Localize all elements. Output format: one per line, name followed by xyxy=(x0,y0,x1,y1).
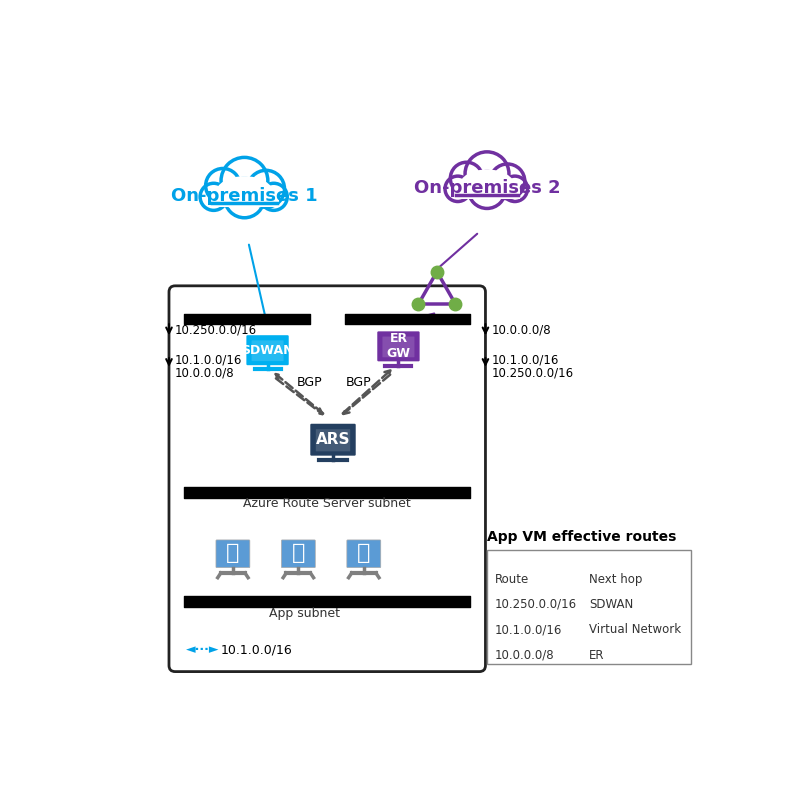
Text: App VM effective routes: App VM effective routes xyxy=(487,530,676,544)
FancyBboxPatch shape xyxy=(169,286,486,672)
FancyBboxPatch shape xyxy=(316,430,350,451)
Text: On-premises 1: On-premises 1 xyxy=(171,186,318,205)
Text: ⬜: ⬜ xyxy=(357,543,370,563)
Text: 10.1.0.0/16: 10.1.0.0/16 xyxy=(492,353,559,367)
Text: Route: Route xyxy=(494,572,529,586)
Text: ER
GW: ER GW xyxy=(386,332,410,360)
Text: 10.250.0.0/16: 10.250.0.0/16 xyxy=(494,598,577,611)
Text: ARS: ARS xyxy=(316,432,350,447)
Text: Virtual Network: Virtual Network xyxy=(589,623,681,636)
Circle shape xyxy=(490,164,525,198)
Circle shape xyxy=(225,179,264,218)
Text: ⬜: ⬜ xyxy=(226,543,239,563)
FancyBboxPatch shape xyxy=(487,550,691,664)
Circle shape xyxy=(247,171,285,207)
Ellipse shape xyxy=(459,170,514,201)
Ellipse shape xyxy=(215,176,274,210)
Circle shape xyxy=(200,183,227,210)
Text: ◄···►: ◄···► xyxy=(186,643,219,657)
FancyBboxPatch shape xyxy=(310,424,356,456)
FancyBboxPatch shape xyxy=(378,332,420,361)
FancyBboxPatch shape xyxy=(282,540,315,567)
Text: Next hop: Next hop xyxy=(589,572,642,586)
FancyBboxPatch shape xyxy=(382,336,414,357)
Text: SDWAN: SDWAN xyxy=(589,598,634,611)
Circle shape xyxy=(450,163,482,194)
Text: App subnet: App subnet xyxy=(269,607,340,619)
Text: 10.0.0.0/8: 10.0.0.0/8 xyxy=(175,367,234,379)
Circle shape xyxy=(502,176,527,202)
Text: 10.1.0.0/16: 10.1.0.0/16 xyxy=(175,353,242,367)
Text: BGP: BGP xyxy=(297,376,322,389)
Text: 10.1.0.0/16: 10.1.0.0/16 xyxy=(494,623,562,636)
Text: 10.0.0.0/8: 10.0.0.0/8 xyxy=(492,324,551,336)
Text: 10.250.0.0/16: 10.250.0.0/16 xyxy=(175,324,258,336)
Circle shape xyxy=(445,176,470,202)
FancyBboxPatch shape xyxy=(347,540,381,567)
FancyBboxPatch shape xyxy=(216,540,250,567)
Text: 10.1.0.0/16: 10.1.0.0/16 xyxy=(221,643,292,657)
FancyBboxPatch shape xyxy=(246,336,289,365)
Text: On-premises 2: On-premises 2 xyxy=(414,179,560,197)
Text: ER: ER xyxy=(589,649,605,662)
Bar xyxy=(454,186,520,198)
Text: Azure Route Server subnet: Azure Route Server subnet xyxy=(243,497,411,510)
FancyBboxPatch shape xyxy=(251,340,283,361)
Circle shape xyxy=(465,152,509,196)
Circle shape xyxy=(206,168,240,203)
Text: 10.0.0.0/8: 10.0.0.0/8 xyxy=(494,649,554,662)
Circle shape xyxy=(469,171,506,209)
Circle shape xyxy=(260,183,287,210)
Text: ⬜: ⬜ xyxy=(292,543,305,563)
Bar xyxy=(210,194,279,207)
Circle shape xyxy=(221,157,268,204)
Text: BGP: BGP xyxy=(346,376,372,389)
Text: 10.250.0.0/16: 10.250.0.0/16 xyxy=(492,367,574,379)
Text: SDWAN: SDWAN xyxy=(242,344,294,357)
